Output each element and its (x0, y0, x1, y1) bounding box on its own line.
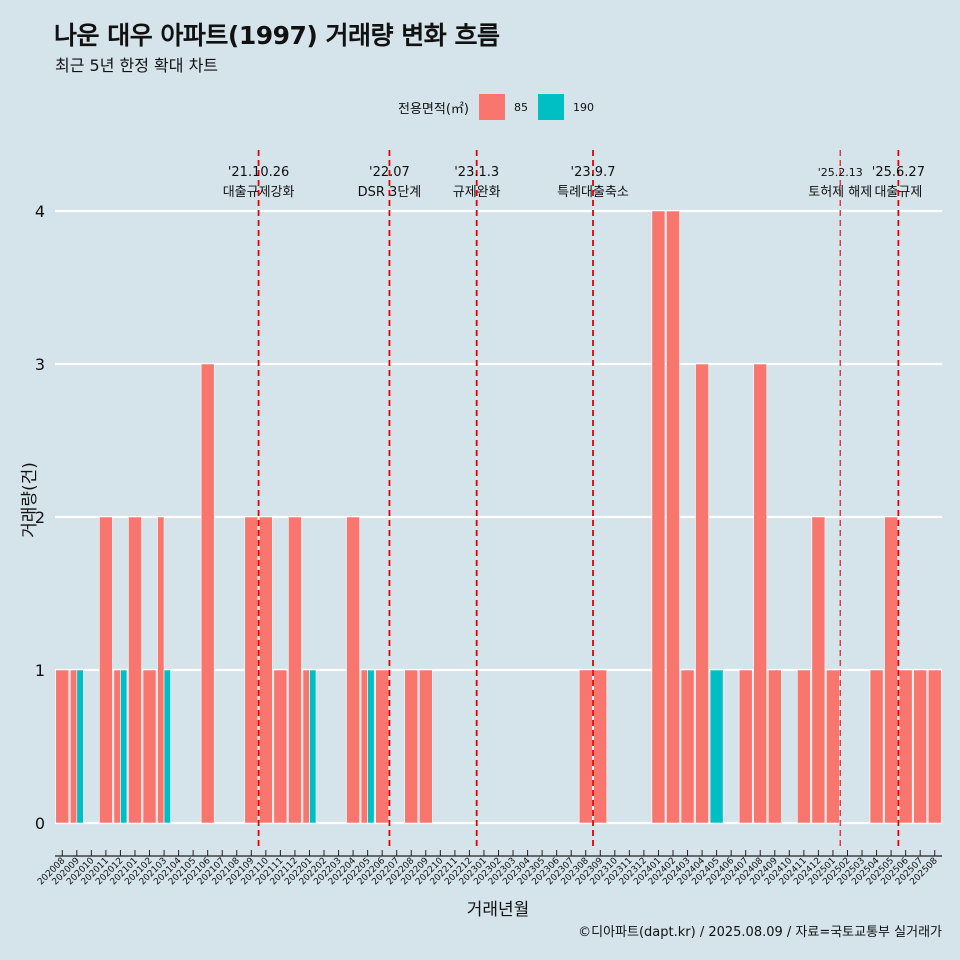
bar-85 (578, 669, 593, 824)
x-axis-title: 거래년월 (467, 900, 530, 920)
bar-85 (99, 516, 113, 824)
bar-85 (360, 669, 368, 824)
y-tick-label: 2 (35, 508, 45, 527)
legend-swatch-85 (478, 94, 505, 120)
bar-85 (375, 669, 390, 824)
bar-85 (826, 669, 840, 824)
event-date: '23.9.7 (571, 165, 616, 180)
event-date: '25.6.27 (872, 165, 925, 180)
bar-85 (593, 669, 608, 824)
y-axis-title: 거래량(건) (20, 462, 40, 538)
event-date: '23.1.3 (454, 165, 499, 180)
bar-85 (346, 516, 360, 824)
bar-85 (913, 669, 928, 824)
bar-85 (418, 669, 433, 824)
bar-85 (811, 516, 826, 824)
bar-85 (244, 516, 259, 824)
event-date: '22.07 (369, 165, 410, 180)
y-tick-label: 0 (35, 814, 45, 833)
bar-85 (898, 669, 913, 824)
bar-85 (884, 516, 898, 824)
bar-85 (200, 363, 215, 824)
bar-85 (797, 669, 811, 824)
event-label: 대출규제강화 (223, 185, 295, 200)
bar-190 (309, 669, 317, 824)
bar-85 (738, 669, 753, 824)
bar-85 (869, 669, 884, 824)
bar-85 (666, 210, 680, 824)
bar-85 (680, 669, 695, 824)
bar-85 (142, 669, 157, 824)
bar-190 (76, 669, 84, 824)
legend: 전용면적(㎡) 85 190 (398, 93, 604, 121)
bar-190 (120, 669, 128, 824)
bar-85 (113, 669, 121, 824)
bar-190 (709, 669, 724, 824)
event-label: DSR 3단계 (358, 185, 422, 200)
event-label: 대출규제 (874, 185, 922, 200)
bar-85 (927, 669, 942, 824)
bar-190 (367, 669, 375, 824)
event-date: '25.2.13 (818, 166, 863, 179)
event-label: 토허제 해제 (808, 185, 872, 200)
bar-85 (55, 669, 70, 824)
bar-85 (259, 516, 273, 824)
bar-85 (288, 516, 302, 824)
y-tick-label: 4 (35, 202, 45, 221)
legend-title: 전용면적(㎡) (398, 101, 469, 117)
bar-85 (651, 210, 666, 824)
chart-subtitle: 최근 5년 한정 확대 차트 (55, 56, 219, 75)
event-label: 특례대출축소 (557, 185, 629, 200)
bar-190 (163, 669, 171, 824)
y-tick-label: 3 (35, 355, 45, 374)
bar-85 (69, 669, 78, 824)
bar-85 (157, 516, 165, 824)
legend-label-190: 190 (572, 100, 594, 114)
caption: ©디아파트(dapt.kr) / 2025.08.09 / 자료=국토교통부 실… (578, 925, 942, 940)
bar-85 (404, 669, 419, 824)
legend-swatch-190 (537, 94, 564, 120)
bar-85 (302, 669, 310, 824)
bar-85 (695, 363, 709, 824)
bar-85 (273, 669, 288, 824)
bar-85 (128, 516, 142, 824)
event-label: 규제완화 (453, 185, 501, 200)
event-date: '21.10.26 (228, 165, 289, 180)
bar-85 (753, 363, 768, 824)
chart-title: 나운 대우 아파트(1997) 거래량 변화 흐름 (54, 21, 500, 50)
legend-label-85: 85 (513, 100, 528, 114)
bar-85 (767, 669, 782, 824)
y-tick-label: 1 (35, 661, 45, 680)
